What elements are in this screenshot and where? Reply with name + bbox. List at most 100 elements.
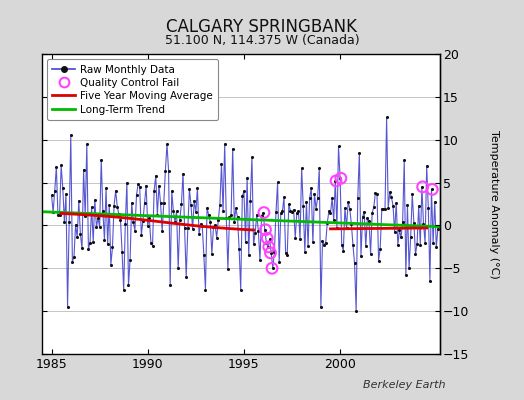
- Point: [427, 186, 435, 193]
- Point: [334, 143, 343, 150]
- Point: [292, 210, 301, 216]
- Point: [342, 224, 351, 231]
- Point: [74, 198, 83, 204]
- Point: [158, 228, 166, 234]
- Point: [375, 257, 383, 264]
- Point: [129, 219, 137, 226]
- Point: [337, 242, 346, 248]
- Point: [298, 165, 306, 172]
- Point: [410, 219, 418, 226]
- Point: [163, 141, 171, 147]
- Point: [387, 194, 396, 200]
- Point: [105, 202, 114, 208]
- Point: [243, 175, 252, 182]
- Point: [240, 188, 248, 194]
- Point: [405, 265, 413, 272]
- Point: [383, 114, 391, 121]
- Point: [358, 214, 367, 220]
- Point: [71, 222, 80, 228]
- Point: [161, 168, 170, 174]
- Point: [394, 242, 402, 248]
- Point: [347, 220, 355, 227]
- Point: [155, 182, 163, 189]
- Point: [65, 219, 73, 225]
- Point: [248, 154, 256, 160]
- Point: [151, 172, 160, 179]
- Point: [59, 184, 67, 191]
- Point: [325, 208, 333, 214]
- Point: [421, 240, 429, 246]
- Point: [102, 185, 110, 191]
- Point: [349, 242, 357, 248]
- Point: [206, 218, 214, 225]
- Point: [142, 182, 150, 189]
- Point: [124, 282, 133, 289]
- Point: [378, 206, 386, 212]
- Point: [67, 132, 75, 139]
- Point: [78, 245, 86, 252]
- Point: [180, 225, 189, 232]
- Point: [264, 244, 272, 250]
- Point: [108, 244, 117, 251]
- Point: [403, 202, 412, 208]
- Point: [322, 240, 330, 246]
- Point: [363, 215, 372, 221]
- Point: [68, 258, 77, 265]
- Point: [360, 208, 368, 215]
- Point: [177, 201, 185, 208]
- Point: [395, 227, 403, 234]
- Point: [174, 265, 182, 272]
- Point: [422, 163, 431, 169]
- Point: [299, 203, 308, 210]
- Point: [269, 265, 277, 272]
- Point: [52, 164, 61, 170]
- Point: [113, 203, 122, 210]
- Point: [304, 243, 312, 250]
- Point: [136, 184, 144, 190]
- Point: [323, 220, 332, 226]
- Point: [429, 240, 438, 246]
- Point: [266, 250, 275, 256]
- Point: [254, 228, 263, 234]
- Point: [83, 141, 91, 147]
- Point: [392, 200, 400, 206]
- Point: [309, 239, 317, 246]
- Point: [232, 205, 240, 211]
- Point: [261, 226, 270, 233]
- Point: [257, 212, 266, 219]
- Point: [221, 141, 229, 147]
- Point: [54, 212, 62, 218]
- Point: [84, 246, 93, 252]
- Point: [267, 250, 276, 256]
- Point: [171, 219, 179, 225]
- Point: [413, 241, 421, 247]
- Point: [153, 212, 161, 218]
- Point: [166, 282, 174, 289]
- Point: [262, 240, 270, 246]
- Point: [227, 212, 235, 218]
- Point: [305, 195, 314, 201]
- Point: [419, 220, 428, 227]
- Point: [283, 252, 291, 258]
- Point: [127, 200, 136, 206]
- Point: [366, 250, 375, 257]
- Point: [368, 210, 376, 216]
- Point: [326, 210, 335, 216]
- Point: [200, 252, 208, 258]
- Point: [424, 204, 432, 211]
- Point: [89, 238, 97, 245]
- Point: [219, 208, 227, 214]
- Point: [425, 278, 434, 284]
- Point: [376, 245, 385, 252]
- Point: [337, 175, 345, 182]
- Point: [407, 234, 415, 240]
- Point: [316, 304, 325, 310]
- Point: [397, 234, 405, 240]
- Point: [118, 249, 126, 255]
- Point: [204, 212, 213, 218]
- Point: [209, 224, 217, 230]
- Point: [365, 218, 373, 224]
- Point: [230, 218, 238, 225]
- Point: [389, 202, 397, 209]
- Point: [57, 162, 66, 168]
